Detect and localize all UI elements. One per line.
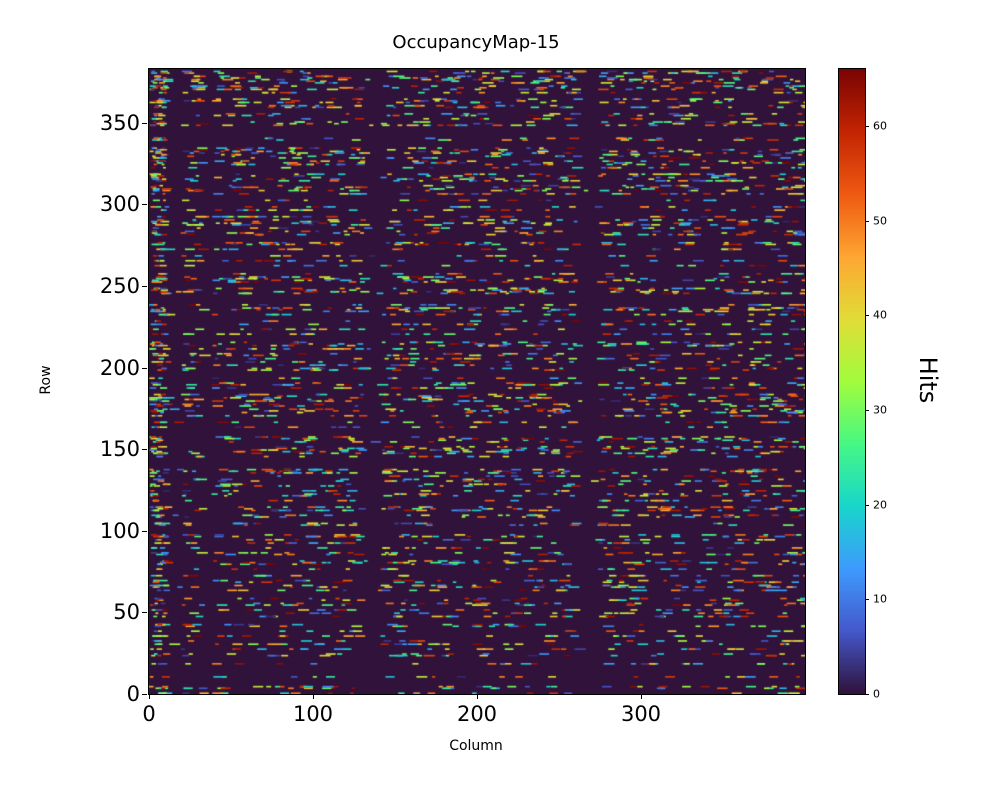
colorbar-tick-label: 50 (873, 214, 887, 227)
y-tick-mark (142, 204, 147, 206)
x-tick-mark (149, 694, 150, 699)
y-tick-mark (142, 286, 147, 288)
x-tick-mark (477, 694, 478, 699)
heatmap-plot-area (148, 68, 806, 695)
colorbar-tick-label: 20 (873, 498, 887, 512)
x-tick-label: 200 (456, 702, 498, 726)
y-tick-label: 150 (99, 437, 140, 462)
y-axis-label: Row (38, 365, 54, 395)
chart-title: OccupancyMap-15 (392, 32, 560, 53)
colorbar-tick-label: 0 (873, 687, 880, 701)
colorbar-tick-mark (865, 504, 869, 506)
y-tick-mark (142, 612, 147, 614)
y-tick-label: 50 (113, 600, 140, 625)
colorbar-canvas (839, 69, 865, 694)
colorbar-label: Hits (914, 356, 942, 404)
colorbar-tick-mark (865, 315, 869, 317)
y-tick-mark (142, 530, 147, 532)
y-tick-mark (142, 694, 147, 695)
colorbar-tick-mark (865, 125, 869, 127)
x-tick-label: 0 (142, 702, 156, 726)
y-tick-mark (142, 449, 147, 451)
colorbar-tick-label: 60 (873, 119, 887, 133)
colorbar-tick-label: 30 (873, 403, 887, 417)
x-axis-label: Column (449, 738, 503, 754)
y-tick-label: 300 (99, 192, 140, 217)
y-tick-label: 350 (99, 110, 140, 135)
x-tick-mark (641, 694, 642, 699)
y-tick-label: 200 (99, 355, 140, 380)
colorbar (838, 68, 866, 695)
colorbar-tick-label: 40 (873, 308, 887, 322)
colorbar-tick-label: 10 (873, 592, 887, 606)
colorbar-tick-mark (865, 599, 869, 601)
x-tick-label: 100 (292, 702, 334, 726)
x-tick-label: 300 (620, 702, 662, 726)
y-tick-label: 0 (126, 682, 140, 706)
colorbar-tick-mark (865, 409, 869, 411)
colorbar-tick-mark (865, 694, 869, 695)
colorbar-tick-mark (865, 220, 869, 222)
y-tick-mark (142, 367, 147, 369)
heatmap-canvas (149, 69, 805, 694)
y-tick-label: 250 (99, 274, 140, 299)
y-tick-label: 100 (99, 518, 140, 543)
x-tick-mark (313, 694, 314, 699)
y-tick-mark (142, 122, 147, 124)
